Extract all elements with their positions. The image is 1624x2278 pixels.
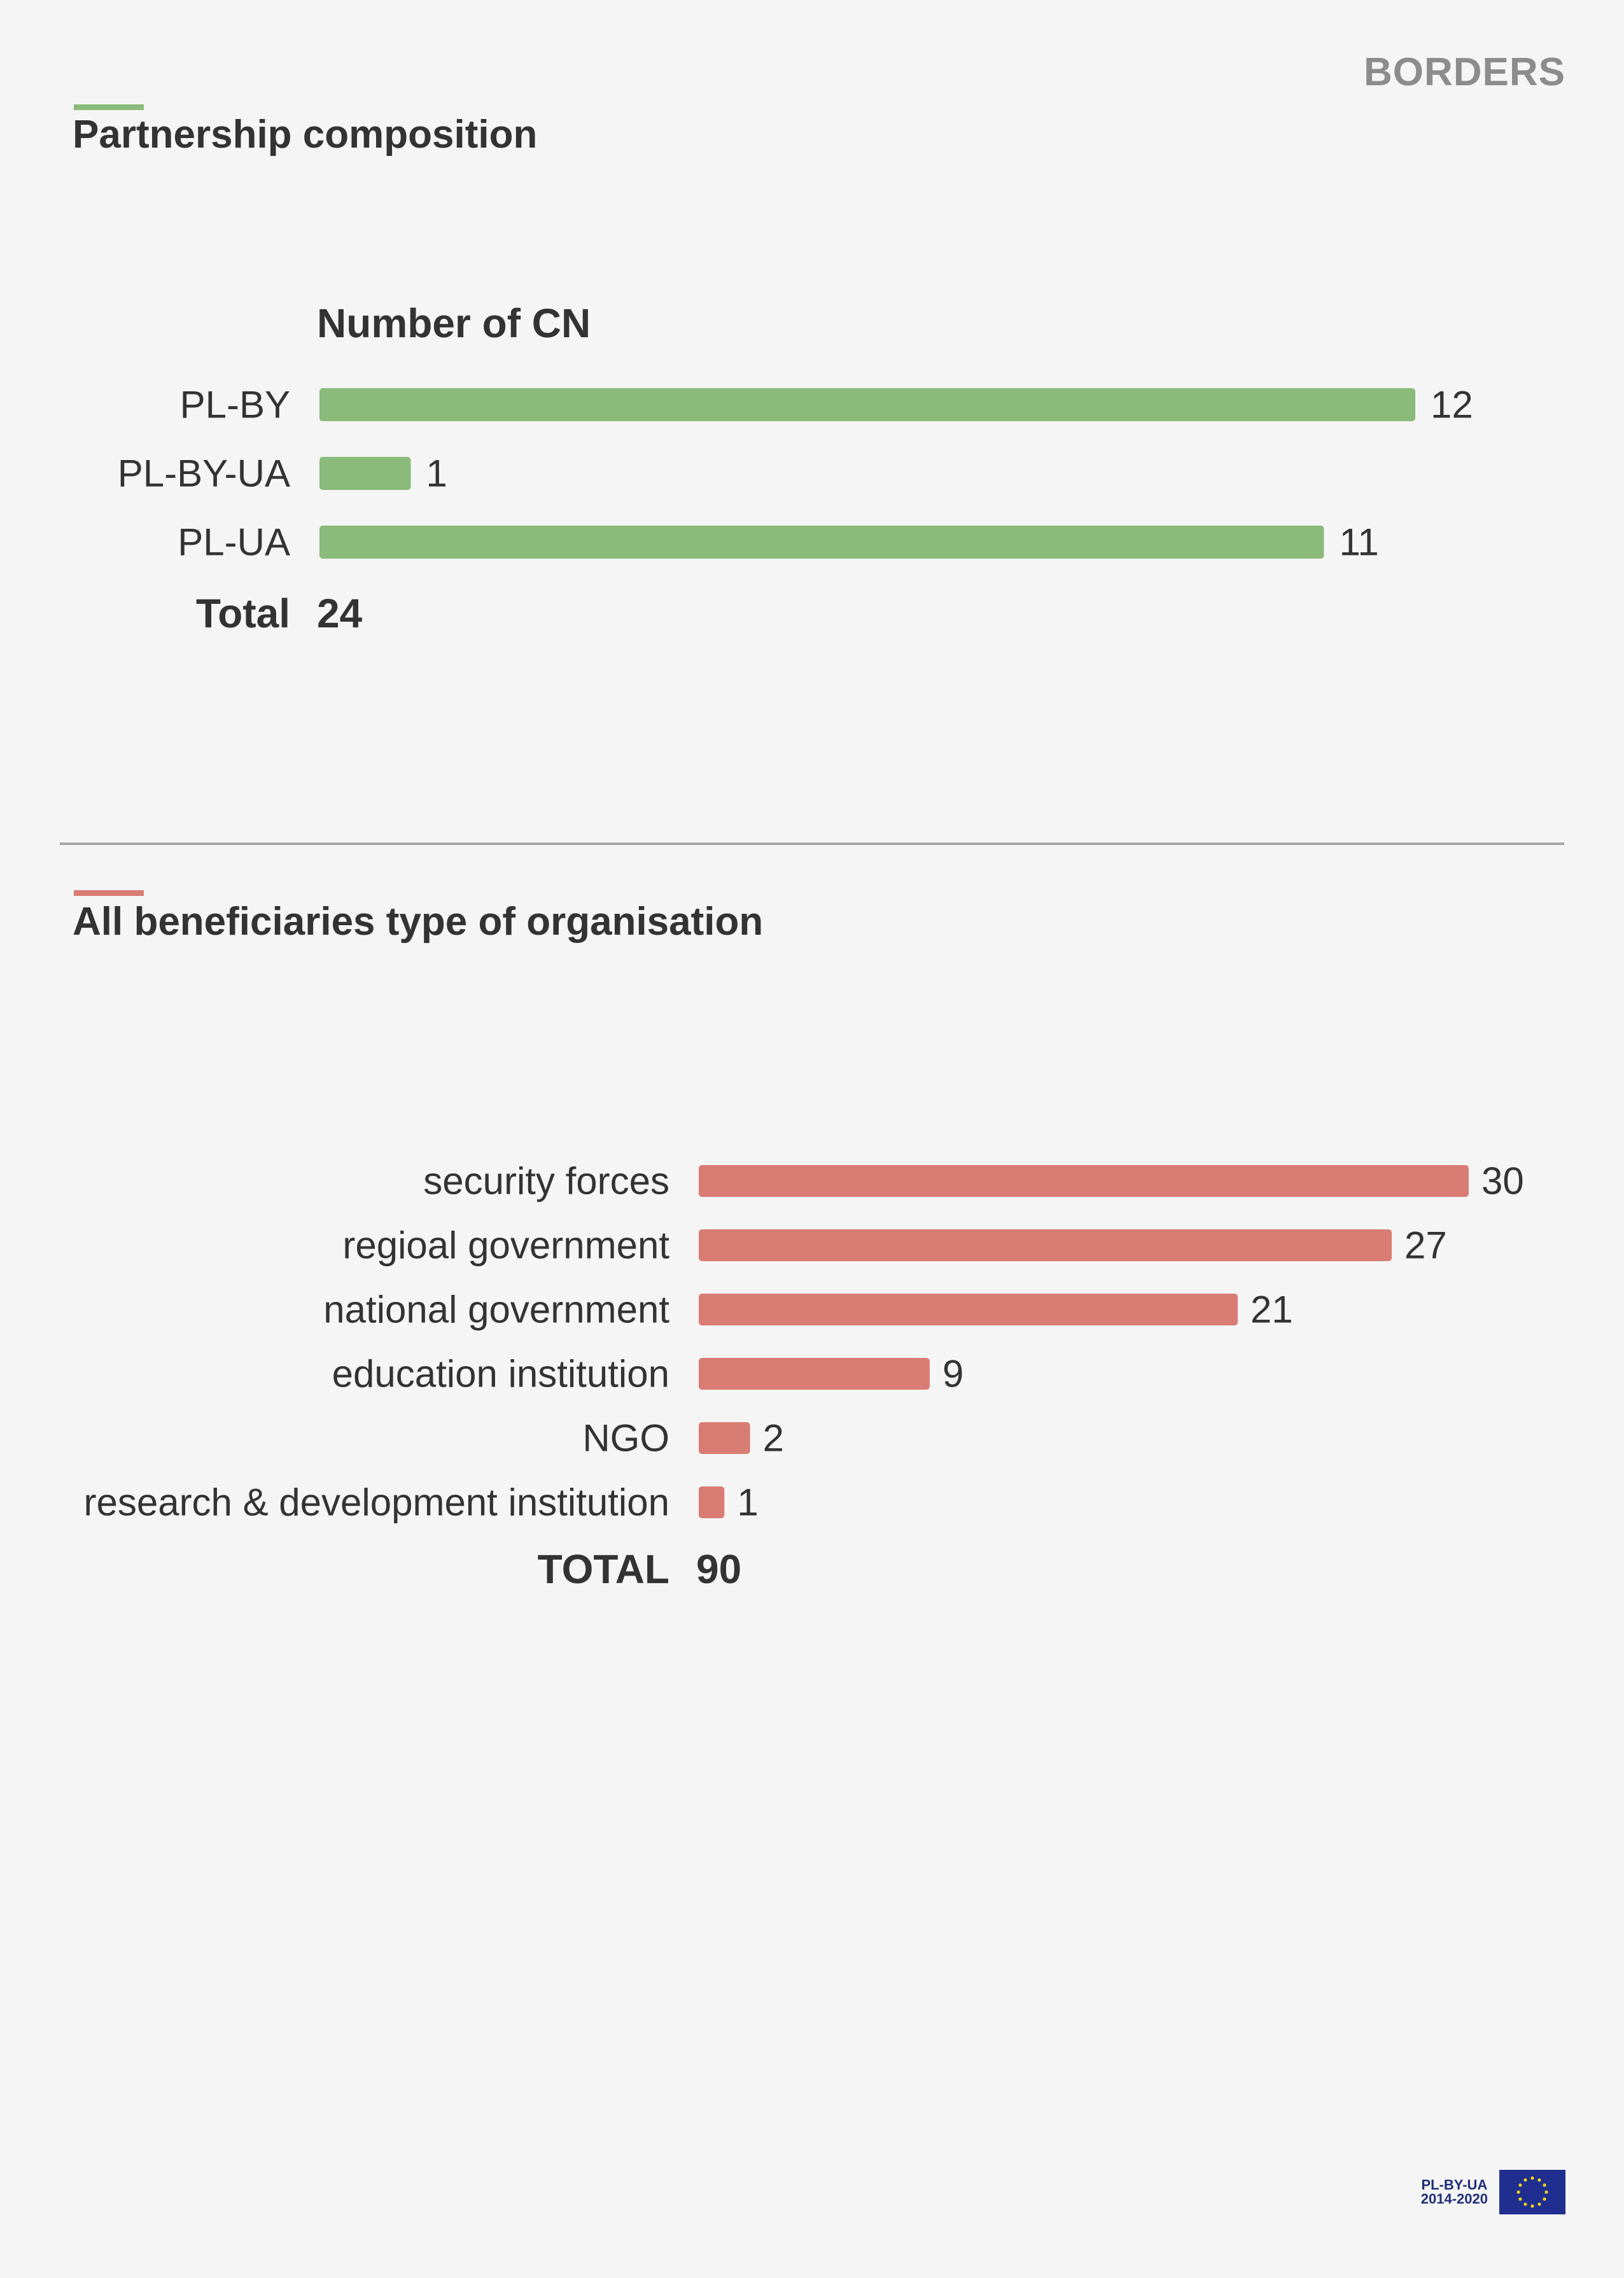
- footer-logo: PL-BY-UA 2014-2020: [1421, 2170, 1565, 2214]
- eu-star: [1530, 2204, 1534, 2208]
- section-divider: [60, 842, 1564, 845]
- category-label: research & development institution: [83, 1481, 669, 1524]
- category-label: regioal government: [342, 1224, 669, 1267]
- category-label: PL-BY: [180, 384, 290, 426]
- value-label: 11: [1340, 521, 1379, 564]
- eu-star: [1523, 2178, 1527, 2182]
- bar: [699, 1229, 1392, 1261]
- total-label: Total: [196, 590, 290, 636]
- footer-years: 2014-2020: [1420, 2191, 1488, 2207]
- eu-star: [1544, 2190, 1548, 2194]
- eu-star: [1543, 2183, 1546, 2187]
- footer-program-text: PL-BY-UA 2014-2020: [1421, 2178, 1488, 2206]
- partnership-accent-bar: [74, 104, 144, 110]
- category-label: PL-UA: [178, 521, 290, 564]
- value-label: 2: [763, 1417, 784, 1460]
- section-tag: BORDERS: [1363, 50, 1565, 94]
- value-label: 27: [1404, 1224, 1447, 1267]
- category-label: security forces: [423, 1160, 669, 1203]
- eu-star: [1537, 2178, 1541, 2182]
- bar: [319, 457, 411, 490]
- value-label: 9: [942, 1353, 963, 1395]
- value-label: 1: [426, 452, 447, 495]
- chart-title: Number of CN: [317, 300, 591, 346]
- category-label: PL-BY-UA: [118, 452, 290, 495]
- eu-star: [1516, 2190, 1520, 2194]
- total-label: TOTAL: [538, 1546, 669, 1592]
- eu-star: [1530, 2176, 1534, 2180]
- bar: [319, 388, 1415, 421]
- partnership-chart: Number of CN PL-BY 12 PL-BY-UA 1 PL-UA 11 Total…: [118, 300, 1473, 636]
- total-value: 90: [696, 1546, 741, 1592]
- eu-star: [1537, 2202, 1541, 2206]
- eu-star: [1518, 2183, 1522, 2187]
- bar: [699, 1486, 725, 1518]
- category-label: education institution: [332, 1353, 669, 1395]
- bar: [699, 1358, 930, 1390]
- total-value: 24: [317, 590, 363, 636]
- eu-star: [1518, 2197, 1522, 2201]
- eu-star: [1523, 2202, 1527, 2206]
- beneficiaries-chart: security forces 30 regioal government 27 nat…: [83, 1160, 1524, 1593]
- bar: [699, 1165, 1469, 1197]
- beneficiaries-accent-bar: [74, 890, 144, 896]
- category-label: national government: [323, 1289, 669, 1331]
- eu-flag-icon: [1499, 2170, 1565, 2214]
- beneficiaries-heading: All beneficiaries type of organisation: [73, 900, 764, 944]
- bar: [699, 1422, 750, 1454]
- value-label: 12: [1431, 384, 1473, 426]
- bar: [319, 526, 1324, 559]
- eu-star: [1543, 2197, 1546, 2201]
- value-label: 21: [1250, 1289, 1293, 1331]
- value-label: 30: [1481, 1160, 1524, 1203]
- value-label: 1: [737, 1481, 758, 1524]
- bar: [699, 1294, 1238, 1325]
- category-label: NGO: [582, 1417, 669, 1460]
- footer-program: PL-BY-UA: [1421, 2177, 1488, 2193]
- partnership-heading: Partnership composition: [73, 113, 538, 157]
